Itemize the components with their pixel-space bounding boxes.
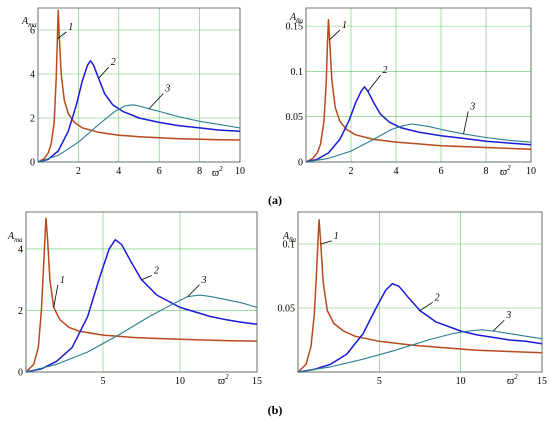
annotation-label-2: 2 (154, 266, 159, 277)
x-tick-label: 15 (252, 376, 262, 387)
plot-frame (297, 211, 543, 373)
x-tick-label: 5 (377, 376, 382, 387)
series-line-2 (305, 86, 532, 163)
caption-b: (b) (268, 403, 283, 417)
annotation-label-3: 3 (505, 310, 511, 321)
annotation-leader-3 (492, 319, 505, 332)
annotation-label-1: 1 (342, 20, 347, 31)
series-line-2 (25, 238, 258, 373)
y-axis-label: Ama (21, 16, 37, 29)
x-tick-label: 2 (76, 166, 81, 177)
y-tick-label: 0 (18, 368, 23, 379)
x-tick-label: 4 (394, 166, 399, 177)
y-tick-label: 0.05 (286, 112, 304, 123)
x-axis-label: ϖ2 (500, 164, 511, 178)
x-tick-label: 10 (456, 376, 466, 387)
annotation-leader-2 (367, 74, 381, 92)
x-tick-label: 10 (175, 376, 185, 387)
annotation-leader-1 (53, 284, 59, 308)
annotation-label-1: 1 (334, 231, 339, 242)
annotation-leader-1 (329, 29, 341, 40)
annotation-leader-2 (141, 275, 152, 281)
y-tick-label: 0.1 (283, 240, 296, 251)
y-axis-label-sub: θa (296, 17, 303, 25)
x-axis-label-sup: 2 (225, 373, 229, 381)
annotation-leader-2 (419, 301, 433, 311)
x-tick-label: 5 (101, 376, 106, 387)
x-axis-label: ϖ2 (212, 165, 223, 179)
y-tick-label: 6 (30, 26, 35, 37)
plot-frame (25, 211, 258, 373)
annotation-label-1: 1 (60, 275, 65, 286)
x-tick-label: 15 (537, 376, 547, 387)
x-tick-label: 2 (349, 166, 354, 177)
series-line-1 (297, 218, 543, 373)
y-axis-label: Ama (7, 231, 23, 244)
plot-frame (37, 7, 241, 163)
plot-frame (305, 7, 532, 163)
y-tick-label: 2 (30, 114, 35, 125)
annotation-label-3: 3 (469, 101, 475, 112)
y-tick-label: 0 (30, 158, 35, 169)
x-tick-label: 6 (439, 166, 444, 177)
annotation-label-2: 2 (435, 292, 440, 303)
y-axis-label-sub: θa (289, 236, 296, 244)
annotation-leader-1 (57, 31, 67, 40)
x-tick-label: 10 (526, 166, 536, 177)
annotation-label-1: 1 (68, 22, 73, 33)
series-line-1 (37, 9, 241, 163)
series-line-3 (25, 294, 258, 373)
series-line-3 (305, 123, 532, 163)
annotation-leader-2 (98, 66, 110, 79)
x-axis-label-sup: 2 (219, 165, 223, 173)
series-line-3 (37, 104, 241, 163)
x-tick-label: 4 (116, 166, 121, 177)
series-line-3 (297, 329, 543, 373)
y-tick-label: 0.1 (291, 67, 304, 78)
y-tick-label: 4 (30, 70, 35, 81)
y-tick-label: 2 (18, 306, 23, 317)
annotation-label-2: 2 (383, 65, 388, 76)
annotation-leader-3 (463, 111, 469, 135)
caption-a: (a) (268, 193, 282, 207)
x-tick-label: 8 (197, 166, 202, 177)
x-axis-label: ϖ2 (218, 373, 229, 387)
y-tick-label: 0.15 (286, 22, 304, 33)
annotation-leader-3 (148, 93, 164, 110)
x-tick-label: 8 (484, 166, 489, 177)
x-axis-label-sup: 2 (507, 164, 511, 172)
series-line-2 (297, 282, 543, 373)
series-line-1 (25, 217, 258, 373)
annotation-label-2: 2 (111, 57, 116, 68)
x-axis-label-sup: 2 (514, 373, 518, 381)
y-axis-label-sub: ma (14, 236, 23, 244)
y-tick-label: 0 (298, 158, 303, 169)
y-axis-label-sub: ma (28, 21, 37, 29)
annotation-leader-1 (320, 240, 332, 245)
x-tick-label: 6 (157, 166, 162, 177)
annotation-label-3: 3 (164, 84, 170, 95)
y-tick-label: 4 (18, 244, 23, 255)
series-line-1 (305, 19, 532, 163)
x-axis-label: ϖ2 (507, 373, 518, 387)
annotation-label-3: 3 (201, 275, 207, 286)
annotation-leader-3 (187, 284, 200, 297)
x-tick-label: 10 (235, 166, 245, 177)
y-tick-label: 0.05 (278, 304, 296, 315)
